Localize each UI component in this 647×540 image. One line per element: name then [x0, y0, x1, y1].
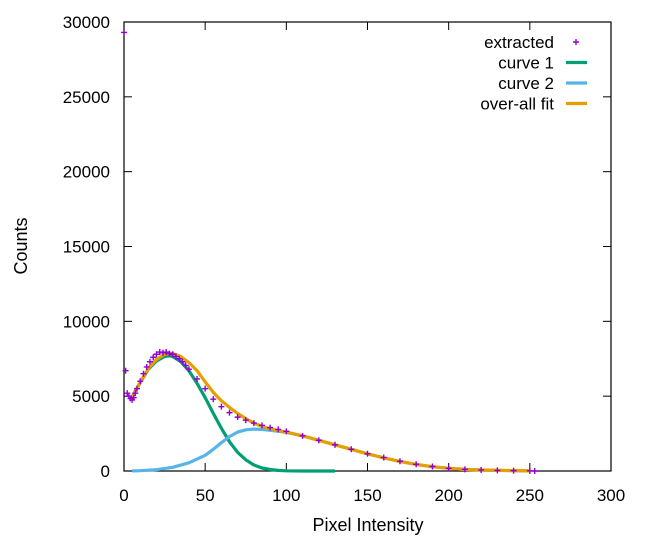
data-point: [166, 350, 173, 357]
data-point: [179, 358, 186, 365]
data-point: [445, 465, 452, 472]
y-tick-label: 15000: [63, 238, 110, 257]
data-point: [226, 409, 233, 416]
data-point: [133, 385, 140, 392]
x-tick-label: 200: [434, 486, 462, 505]
data-point: [275, 426, 282, 433]
data-point: [380, 454, 387, 461]
data-point: [364, 450, 371, 457]
data-point: [143, 363, 150, 370]
data-point: [176, 355, 183, 362]
data-point: [332, 441, 339, 448]
data-point: [250, 420, 257, 427]
x-tick-label: 250: [516, 486, 544, 505]
data-point: [150, 354, 157, 361]
data-point: [478, 466, 485, 473]
y-tick-label: 10000: [63, 312, 110, 331]
legend-marker: [573, 39, 579, 45]
data-point: [218, 403, 225, 410]
data-point: [461, 466, 468, 473]
data-point: [531, 468, 538, 474]
data-point: [121, 29, 127, 36]
data-point: [413, 461, 420, 468]
y-tick-label: 30000: [63, 13, 110, 32]
data-point: [182, 362, 189, 369]
x-axis-title: Pixel Intensity: [312, 515, 423, 535]
legend-label: extracted: [484, 33, 554, 52]
data-point: [210, 396, 217, 403]
data-point: [348, 446, 355, 453]
data-point: [202, 385, 209, 392]
data-point: [169, 351, 176, 358]
x-tick-label: 0: [119, 486, 128, 505]
data-point: [146, 358, 153, 365]
series-points-extracted: [121, 29, 538, 474]
data-point: [494, 467, 501, 474]
legend-label: curve 1: [498, 54, 554, 73]
data-point: [267, 424, 274, 431]
data-point: [283, 428, 290, 435]
data-point: [185, 366, 192, 373]
data-point: [315, 437, 322, 444]
axis-ticks: 0 50 100 150 200 250 300 0 5000 10000 15000 20000 25…: [63, 13, 625, 505]
legend-label: over-all fit: [480, 95, 554, 114]
data-point: [172, 353, 179, 360]
data-point: [242, 417, 249, 424]
y-tick-label: 5000: [72, 387, 110, 406]
series-line-over-all-fit: [130, 351, 530, 473]
x-tick-label: 150: [353, 486, 381, 505]
series-line-curve-1: [130, 354, 335, 473]
data-point: [132, 390, 139, 397]
data-point: [258, 422, 265, 429]
data-point: [140, 370, 147, 377]
data-point: [163, 349, 170, 356]
x-tick-label: 100: [272, 486, 300, 505]
data-point: [299, 432, 306, 439]
y-tick-label: 25000: [63, 88, 110, 107]
x-tick-label: 50: [196, 486, 215, 505]
data-point: [137, 378, 144, 385]
series-line-curve-2: [132, 427, 530, 473]
legend-label: curve 2: [498, 74, 554, 93]
data-point: [429, 463, 436, 470]
data-point: [396, 458, 403, 465]
series-layer: [121, 29, 538, 474]
data-point: [122, 367, 129, 374]
data-point: [153, 351, 160, 358]
y-tick-label: 20000: [63, 163, 110, 182]
data-point: [510, 467, 517, 474]
y-axis-title: Counts: [11, 217, 31, 274]
x-tick-label: 300: [597, 486, 625, 505]
data-point: [234, 414, 241, 421]
y-tick-label: 0: [101, 462, 110, 481]
data-point: [159, 349, 166, 356]
data-point: [156, 349, 163, 356]
data-point: [194, 375, 201, 382]
data-point: [130, 394, 137, 401]
